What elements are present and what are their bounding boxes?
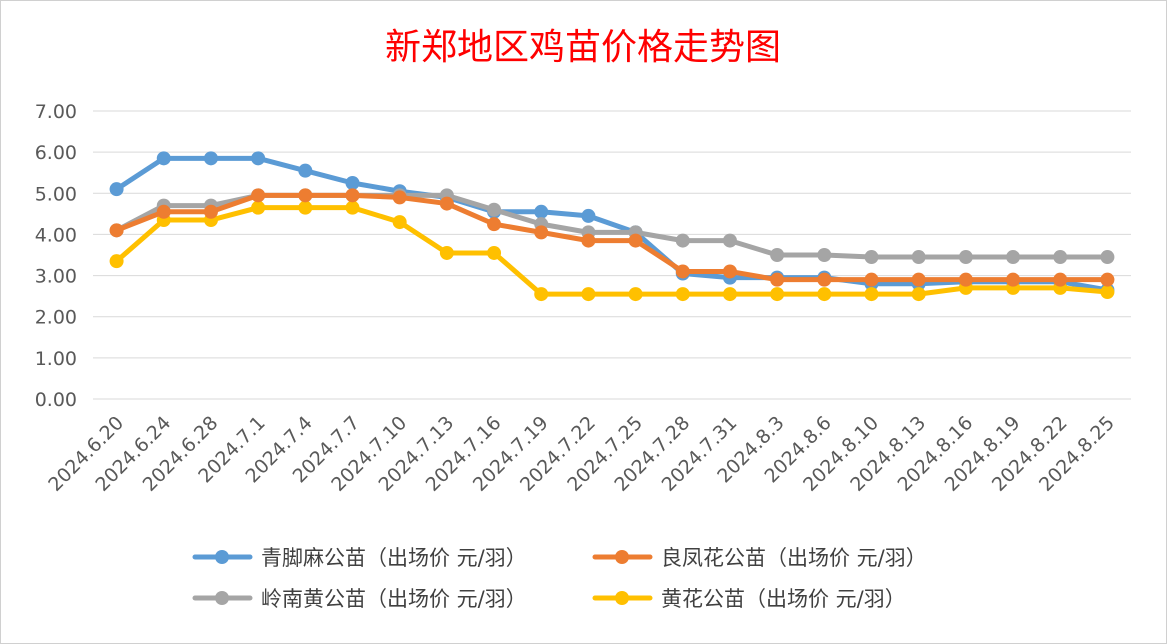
data-point (156, 204, 171, 219)
legend: 青脚麻公苗（出场价 元/羽） 良凤花公苗（出场价 元/羽） 岭南黄公苗（出场价 元/… (192, 546, 927, 611)
data-point (109, 223, 124, 238)
data-point (487, 202, 502, 217)
data-point (251, 200, 266, 215)
data-point (1006, 272, 1021, 287)
series-lines (109, 151, 1115, 302)
data-point (1100, 250, 1115, 265)
data-point (675, 264, 690, 279)
series-3 (109, 200, 1115, 302)
data-point (345, 176, 360, 190)
legend-item: 良凤花公苗（出场价 元/羽） (592, 546, 927, 570)
legend-label: 良凤花公苗（出场价 元/羽） (661, 546, 927, 570)
data-point (1053, 272, 1068, 287)
data-point (534, 287, 549, 302)
y-tick-label: 3.00 (35, 266, 77, 288)
data-point (1100, 285, 1115, 300)
data-point (345, 188, 360, 203)
data-point (534, 225, 549, 240)
series-1 (109, 188, 1115, 287)
data-point (109, 182, 124, 197)
data-point (1100, 272, 1115, 287)
data-point (817, 287, 832, 302)
data-point (581, 233, 596, 248)
data-point (911, 250, 926, 265)
chart-title: 新郑地区鸡苗价格走势图 (385, 27, 781, 68)
data-point (439, 245, 454, 260)
legend-label: 黄花公苗（出场价 元/羽） (661, 587, 906, 611)
data-point (864, 272, 879, 287)
data-point (911, 287, 926, 302)
data-point (722, 233, 737, 248)
legend-item: 岭南黄公苗（出场价 元/羽） (192, 587, 527, 611)
data-point (392, 215, 407, 230)
data-point (392, 190, 407, 205)
data-point (109, 254, 124, 269)
legend-swatch-marker (615, 591, 629, 605)
data-point (298, 200, 313, 215)
data-point (958, 250, 973, 265)
data-point (345, 200, 360, 215)
data-point (203, 204, 218, 219)
legend-label: 青脚麻公苗（出场价 元/羽） (261, 546, 527, 570)
data-point (817, 248, 832, 262)
data-point (1006, 250, 1021, 265)
series-line (114, 155, 1110, 293)
data-point (298, 188, 313, 203)
data-point (251, 188, 266, 203)
legend-swatch-marker (215, 591, 229, 605)
data-point (439, 196, 454, 211)
data-point (675, 287, 690, 302)
data-point (1053, 250, 1068, 265)
data-point (487, 217, 502, 232)
data-point (298, 163, 313, 178)
data-point (864, 250, 879, 265)
legend-label: 岭南黄公苗（出场价 元/羽） (261, 587, 527, 611)
data-point (817, 272, 832, 287)
data-point (864, 287, 879, 302)
data-point (581, 287, 596, 302)
legend-swatch-marker (615, 550, 629, 564)
data-point (251, 151, 266, 166)
data-point (487, 245, 502, 260)
data-point (203, 151, 218, 166)
data-point (770, 272, 785, 287)
y-tick-label: 4.00 (35, 224, 77, 246)
y-axis-ticks: 0.00 1.00 2.00 3.00 4.00 5.00 6.00 7.00 (35, 101, 77, 411)
legend-item: 黄花公苗（出场价 元/羽） (592, 587, 906, 611)
data-point (156, 151, 171, 166)
series-line (114, 192, 1110, 283)
data-point (675, 233, 690, 248)
legend-swatch-marker (215, 550, 229, 564)
x-axis-ticks: 2024.6.202024.6.242024.6.282024.7.12024.… (44, 412, 1119, 496)
y-tick-label: 2.00 (35, 307, 77, 329)
data-point (958, 272, 973, 287)
data-point (722, 287, 737, 302)
data-point (581, 208, 596, 223)
data-point (628, 287, 643, 302)
data-point (534, 204, 549, 219)
y-tick-label: 0.00 (35, 389, 77, 411)
series-line (114, 205, 1110, 297)
y-tick-label: 6.00 (35, 142, 77, 164)
y-tick-label: 1.00 (35, 348, 77, 370)
data-point (770, 248, 785, 262)
data-point (911, 272, 926, 287)
legend-item: 青脚麻公苗（出场价 元/羽） (192, 546, 527, 570)
y-tick-label: 5.00 (35, 183, 77, 205)
data-point (770, 287, 785, 302)
y-tick-label: 7.00 (35, 101, 77, 123)
data-point (722, 264, 737, 279)
data-point (628, 233, 643, 248)
